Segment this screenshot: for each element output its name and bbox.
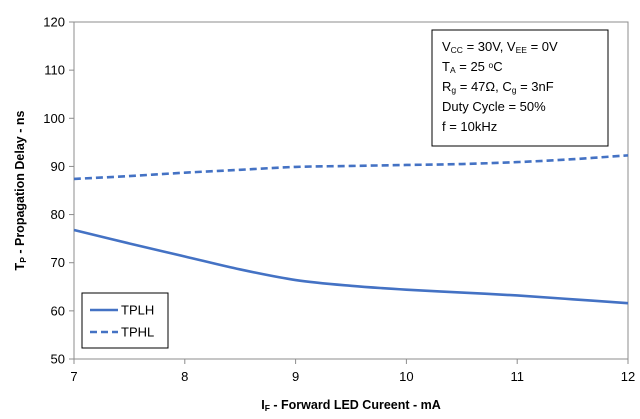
conditions-box: VCC = 30V, VEE = 0V TA = 25 oC Rg = 47Ω, C…: [431, 29, 609, 147]
y-tick-label: 80: [51, 207, 65, 222]
y-tick-label: 50: [51, 352, 65, 367]
x-tick-label: 12: [621, 369, 635, 384]
y-tick-label: 100: [43, 111, 65, 126]
series-line-tphl: [73, 154, 629, 181]
x-tick-label: 9: [292, 369, 299, 384]
series-line-tplh: [73, 228, 629, 305]
axis-titles: IF - Forward LED Cureent - mA TP - Propag…: [13, 111, 441, 414]
y-axis-title: TP - Propagation Delay - ns: [13, 111, 28, 271]
x-tick-label: 10: [399, 369, 413, 384]
y-tick-label: 110: [44, 63, 65, 78]
x-tick-label: 7: [70, 369, 77, 384]
legend-label-tplh: TPLH: [121, 303, 154, 318]
legend-frame: [81, 292, 169, 349]
conditions-line: Rg = 47Ω, Cg = 3nF: [442, 79, 554, 95]
conditions-box-frame: [431, 29, 609, 147]
legend: TPLH TPHL: [81, 292, 169, 349]
x-tick-label: 8: [181, 369, 188, 384]
y-tick-label: 60: [51, 303, 65, 318]
x-tick-label: 11: [510, 369, 524, 384]
conditions-line: VCC = 30V, VEE = 0V: [442, 39, 558, 55]
y-tick-label: 120: [43, 15, 65, 30]
conditions-line: TA = 25 oC: [442, 59, 503, 75]
conditions-line: Duty Cycle = 50%: [442, 99, 546, 114]
y-tick-label: 70: [51, 255, 65, 270]
conditions-line: f = 10kHz: [442, 119, 497, 134]
x-axis-title: IF - Forward LED Cureent - mA: [261, 398, 441, 413]
tick-labels: 50 60 70 80 90 100 110 120 7 8 9 10 11 12: [43, 15, 635, 385]
y-tick-label: 90: [51, 159, 65, 174]
series: [73, 154, 629, 305]
legend-label-tphl: TPHL: [121, 325, 154, 340]
